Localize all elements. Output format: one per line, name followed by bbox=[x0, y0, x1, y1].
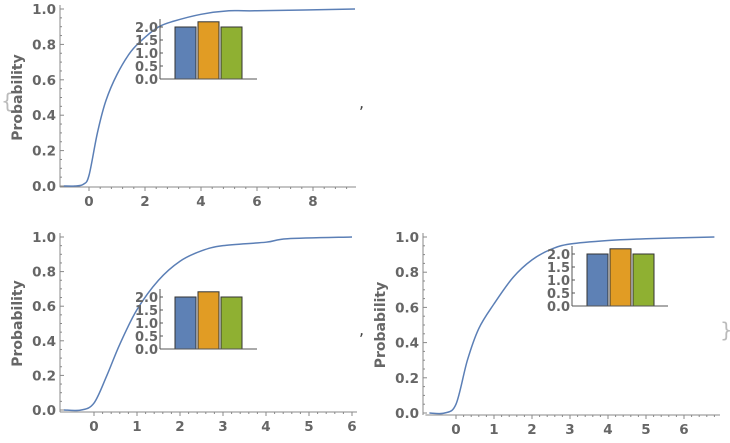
x-tick-label: 4 bbox=[196, 194, 205, 210]
inset-y-tick-label: 0.0 bbox=[547, 300, 570, 315]
y-tick-label: 0.6 bbox=[32, 299, 56, 315]
x-tick-label: 2 bbox=[527, 422, 536, 438]
x-tick-label: 6 bbox=[679, 422, 688, 438]
inset-y-tick-label: 1.0 bbox=[135, 317, 158, 332]
bar bbox=[632, 253, 655, 307]
inset-y-tick-label: 1.0 bbox=[547, 274, 570, 289]
y-tick-label: 1.0 bbox=[395, 230, 419, 246]
inset-y-tick-label: 0.0 bbox=[135, 343, 158, 358]
inset-bar-chart: 0.00.51.01.52.0 bbox=[135, 289, 257, 358]
inset-y-tick-label: 1.0 bbox=[135, 47, 158, 62]
bar bbox=[586, 253, 609, 307]
y-tick-label: 0.2 bbox=[32, 368, 56, 384]
y-tick-label: 0.2 bbox=[32, 144, 56, 160]
y-tick-label: 0.0 bbox=[395, 406, 419, 422]
inset-y-tick-label: 1.5 bbox=[135, 304, 158, 319]
inset-bar-chart: 0.00.51.01.52.0 bbox=[547, 246, 668, 315]
x-tick-label: 5 bbox=[304, 419, 313, 435]
inset-y-tick-label: 2.0 bbox=[135, 291, 158, 306]
x-tick-label: 5 bbox=[641, 422, 650, 438]
y-tick-label: 1.0 bbox=[32, 2, 56, 18]
y-tick-label: 0.8 bbox=[32, 37, 56, 53]
bar bbox=[220, 296, 243, 350]
inset-y-tick-label: 2.0 bbox=[135, 21, 158, 36]
bar bbox=[174, 296, 197, 350]
x-tick-label: 0 bbox=[451, 422, 460, 438]
x-tick-label: 3 bbox=[565, 422, 574, 438]
inset-y-tick-label: 0.5 bbox=[135, 330, 158, 345]
y-tick-label: 0.8 bbox=[32, 265, 56, 281]
x-tick-label: 1 bbox=[132, 419, 141, 435]
x-tick-label: 0 bbox=[84, 194, 93, 210]
x-tick-label: 4 bbox=[261, 419, 270, 435]
bar bbox=[609, 248, 632, 307]
comma-separator: , bbox=[359, 93, 365, 112]
x-tick-label: 8 bbox=[308, 194, 317, 210]
cdf-curve bbox=[63, 8, 356, 187]
x-tick-label: 6 bbox=[347, 419, 356, 435]
bar bbox=[197, 291, 220, 350]
inset-y-tick-label: 0.5 bbox=[135, 60, 158, 75]
y-tick-label: 1.0 bbox=[32, 230, 56, 246]
x-tick-label: 4 bbox=[603, 422, 612, 438]
y-axis-label: Probability bbox=[10, 280, 26, 367]
y-tick-label: 0.0 bbox=[32, 179, 56, 195]
close-brace: } bbox=[720, 318, 730, 342]
x-tick-label: 6 bbox=[252, 194, 261, 210]
y-tick-label: 0.0 bbox=[32, 403, 56, 419]
inset-y-tick-label: 0.0 bbox=[135, 73, 158, 88]
inset-y-tick-label: 1.5 bbox=[547, 261, 570, 276]
y-tick-label: 0.4 bbox=[32, 108, 56, 124]
x-tick-label: 2 bbox=[175, 419, 184, 435]
y-axis-label: Probability bbox=[373, 282, 389, 369]
inset-bar-chart: 0.00.51.01.52.0 bbox=[135, 19, 257, 88]
x-tick-label: 0 bbox=[89, 419, 98, 435]
y-axis-label: Probability bbox=[10, 54, 26, 141]
x-tick-label: 3 bbox=[218, 419, 227, 435]
y-tick-label: 0.6 bbox=[395, 300, 419, 316]
y-tick-label: 0.8 bbox=[395, 265, 419, 281]
cdf-curve bbox=[429, 236, 715, 415]
bar bbox=[197, 21, 220, 80]
comma-separator: , bbox=[359, 320, 365, 339]
y-tick-label: 0.4 bbox=[32, 334, 56, 350]
cdf-curve bbox=[63, 236, 353, 412]
open-brace: { bbox=[1, 89, 14, 113]
inset-y-tick-label: 1.5 bbox=[135, 34, 158, 49]
inset-y-tick-label: 0.5 bbox=[547, 287, 570, 302]
y-tick-label: 0.2 bbox=[395, 371, 419, 387]
inset-y-tick-label: 2.0 bbox=[547, 248, 570, 263]
y-tick-label: 0.6 bbox=[32, 73, 56, 89]
bar bbox=[220, 26, 243, 80]
bar bbox=[174, 26, 197, 80]
y-tick-label: 0.4 bbox=[395, 336, 419, 352]
x-tick-label: 2 bbox=[140, 194, 149, 210]
x-tick-label: 1 bbox=[489, 422, 498, 438]
